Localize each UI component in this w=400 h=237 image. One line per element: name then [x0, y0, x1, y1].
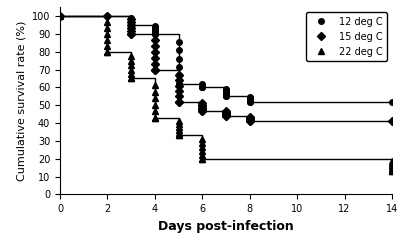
12 deg C	[58, 15, 62, 18]
15 deg C	[129, 32, 134, 35]
15 deg C	[176, 100, 181, 103]
Line: 15 deg C: 15 deg C	[57, 13, 395, 124]
12 deg C	[247, 100, 252, 103]
15 deg C	[152, 68, 157, 71]
15 deg C	[224, 114, 228, 117]
Legend: 12 deg C, 15 deg C, 22 deg C: 12 deg C, 15 deg C, 22 deg C	[306, 12, 387, 61]
Y-axis label: Cumulative survival rate (%): Cumulative survival rate (%)	[16, 21, 26, 181]
22 deg C	[58, 15, 62, 18]
12 deg C	[176, 82, 181, 85]
Line: 22 deg C: 22 deg C	[57, 13, 395, 174]
15 deg C	[390, 120, 394, 123]
12 deg C	[129, 23, 134, 26]
22 deg C	[152, 116, 157, 119]
22 deg C	[105, 50, 110, 53]
15 deg C	[58, 15, 62, 18]
15 deg C	[105, 15, 110, 18]
12 deg C	[152, 32, 157, 35]
12 deg C	[200, 86, 205, 89]
22 deg C	[129, 77, 134, 80]
15 deg C	[247, 120, 252, 123]
Line: 12 deg C: 12 deg C	[57, 13, 395, 104]
22 deg C	[176, 134, 181, 137]
12 deg C	[105, 15, 110, 18]
15 deg C	[200, 109, 205, 112]
22 deg C	[390, 170, 394, 173]
X-axis label: Days post-infection: Days post-infection	[158, 220, 294, 233]
12 deg C	[224, 95, 228, 98]
22 deg C	[200, 157, 205, 160]
12 deg C	[390, 100, 394, 103]
